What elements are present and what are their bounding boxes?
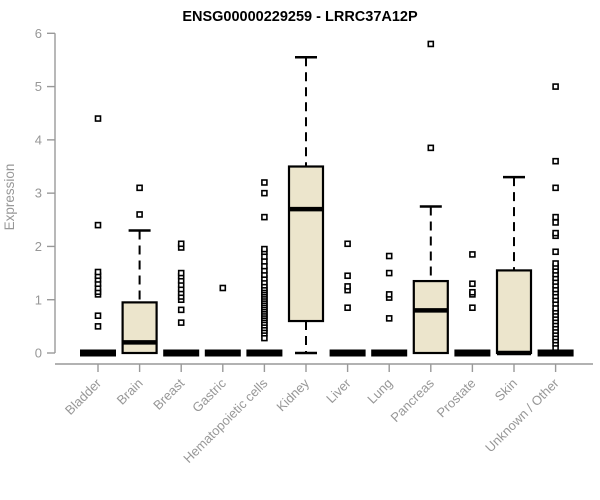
box-skin: [495, 269, 533, 355]
outlier-point-prostate: [469, 288, 476, 296]
x-tick-label-kidney: Kidney: [273, 375, 312, 414]
x-tick-label-unknown-other: Unknown / Other: [482, 375, 562, 455]
outlier-point-unknown-other: [552, 229, 559, 237]
outlier-point-unknown-other: [552, 219, 559, 226]
outlier-point-gastric: [219, 284, 227, 292]
y-tick-label: 6: [35, 26, 42, 41]
x-tick-label-brain: Brain: [114, 376, 146, 408]
outlier-point-liver: [344, 283, 351, 290]
x-tick-label-skin: Skin: [492, 376, 520, 404]
outlier-point-unknown-other: [552, 248, 559, 256]
outlier-point-breast: [177, 269, 185, 277]
outlier-point-breast: [177, 240, 185, 248]
outlier-point-hematopoietic-cells: [261, 245, 268, 253]
outlier-point-hematopoietic-cells: [261, 179, 268, 186]
y-tick-label: 1: [35, 292, 42, 307]
outlier-point-bladder: [94, 268, 102, 276]
x-tick-label-breast: Breast: [150, 375, 187, 412]
y-tick-label: 5: [35, 79, 42, 94]
outlier-point-unknown-other: [552, 260, 559, 267]
y-tick-label: 3: [35, 186, 42, 201]
chart-title: ENSG00000229259 - LRRC37A12P: [182, 9, 418, 25]
outlier-point-unknown-other: [552, 213, 559, 221]
zero-bar-breast: [163, 349, 200, 357]
outlier-point-prostate: [469, 304, 476, 312]
outlier-point-lung: [385, 269, 393, 277]
zero-bar-unknown-other: [537, 349, 574, 357]
outlier-point-prostate: [469, 251, 476, 258]
outlier-point-unknown-other: [552, 83, 559, 90]
outlier-point-brain: [136, 184, 143, 192]
outlier-point-hematopoietic-cells: [261, 213, 268, 221]
outlier-point-breast: [177, 306, 185, 314]
zero-bar-prostate: [454, 349, 491, 357]
outlier-point-prostate: [469, 280, 476, 288]
box-brain: [121, 301, 158, 355]
outlier-point-breast: [177, 319, 185, 326]
outlier-point-lung: [385, 291, 393, 298]
x-tick-label-bladder: Bladder: [62, 375, 105, 418]
x-tick-label-liver: Liver: [323, 375, 354, 406]
outlier-point-bladder: [94, 221, 102, 229]
x-tick-label-pancreas: Pancreas: [387, 375, 437, 425]
outlier-point-liver: [344, 240, 351, 248]
box-kidney: [287, 165, 325, 323]
outlier-point-bladder: [94, 312, 102, 320]
outlier-point-lung: [385, 315, 393, 322]
outlier-point-unknown-other: [552, 184, 559, 192]
y-tick-label: 4: [35, 132, 42, 147]
zero-bar-lung: [371, 349, 408, 357]
zero-bar-gastric: [204, 349, 241, 357]
y-tick-label: 0: [35, 346, 42, 361]
outlier-point-pancreas: [427, 144, 435, 152]
outlier-point-bladder: [94, 323, 102, 330]
outlier-point-bladder: [94, 115, 102, 122]
zero-bar-hematopoietic-cells: [246, 349, 283, 357]
zero-bar-bladder: [80, 349, 116, 357]
outlier-point-unknown-other: [552, 157, 559, 165]
x-tick-label-prostate: Prostate: [434, 376, 479, 421]
y-axis-label: Expression: [2, 164, 17, 231]
outlier-point-lung: [385, 252, 393, 260]
outlier-point-pancreas: [427, 40, 435, 48]
outlier-point-liver: [344, 304, 351, 312]
zero-bar-liver: [329, 349, 366, 357]
x-tick-label-lung: Lung: [364, 376, 395, 407]
outlier-point-brain: [136, 211, 143, 218]
outlier-point-hematopoietic-cells: [261, 189, 268, 197]
outlier-point-liver: [344, 272, 351, 280]
box-pancreas: [412, 279, 449, 355]
y-tick-label: 2: [35, 239, 42, 254]
x-tick-label-gastric: Gastric: [189, 375, 229, 415]
